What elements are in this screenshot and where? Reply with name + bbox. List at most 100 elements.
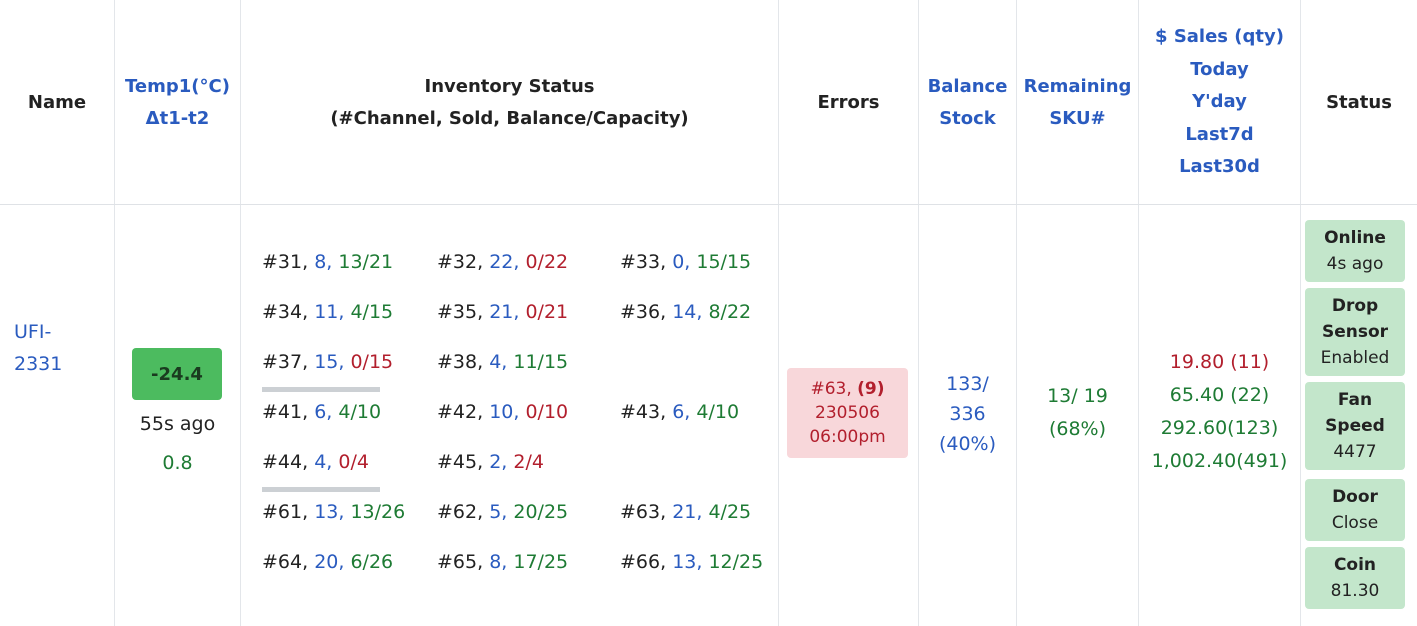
channel-entry: #38, 4, 11/15 bbox=[437, 351, 568, 373]
header-inventory: (#Channel, Sold, Balance/Capacity) bbox=[330, 107, 689, 129]
channel-entry: #45, 2, 2/4 bbox=[437, 451, 544, 473]
device-name[interactable]: UFI-2331 bbox=[14, 321, 63, 375]
channel-balance: 4/25 bbox=[708, 501, 752, 523]
channel-sold: 6, bbox=[314, 401, 333, 423]
channel-balance: 0/21 bbox=[525, 301, 569, 323]
header-cell[interactable]: Balance Stock bbox=[919, 0, 1016, 205]
channel-entry: #32, 22, 0/22 bbox=[437, 251, 568, 273]
sales-value: 65.40 (22) bbox=[1169, 384, 1270, 406]
divider bbox=[778, 0, 779, 626]
header-errors: Errors bbox=[817, 91, 880, 113]
channel-balance: 4/15 bbox=[350, 301, 394, 323]
header-remaining: Remaining bbox=[1023, 75, 1132, 97]
channel-entry: #62, 5, 20/25 bbox=[437, 501, 568, 523]
header-temp: Δt1-t2 bbox=[145, 107, 210, 129]
sales-value: 1,002.40(491) bbox=[1151, 450, 1288, 472]
status-badge: Coin 81.30 bbox=[1305, 547, 1405, 609]
channel-id: #38, bbox=[437, 351, 484, 373]
status-detail: Enabled bbox=[1320, 348, 1390, 368]
status-title: Door bbox=[1332, 487, 1378, 507]
status-badge: Drop Sensor Enabled bbox=[1305, 288, 1405, 376]
error-channel: #63, bbox=[810, 379, 852, 399]
channel-id: #35, bbox=[437, 301, 484, 323]
channel-sold: 11, bbox=[314, 301, 345, 323]
status-badge: Door Close bbox=[1305, 479, 1405, 541]
header-cell[interactable]: Temp1(°C) Δt1-t2 bbox=[115, 0, 240, 205]
divider bbox=[240, 0, 241, 626]
channel-balance: 20/25 bbox=[513, 501, 569, 523]
balance-cell: 133/ 336 (40%) bbox=[919, 368, 1016, 460]
channel-balance: 15/15 bbox=[696, 251, 752, 273]
divider bbox=[0, 204, 1417, 205]
channel-sold: 4, bbox=[314, 451, 333, 473]
header-status: Status bbox=[1326, 91, 1392, 113]
channel-id: #45, bbox=[437, 451, 484, 473]
channel-balance: 0/4 bbox=[338, 451, 369, 473]
channel-entry: #64, 20, 6/26 bbox=[262, 551, 393, 573]
sales-value: 19.80 (11) bbox=[1169, 351, 1270, 373]
channel-id: #44, bbox=[262, 451, 309, 473]
header-cell[interactable]: Errors bbox=[779, 0, 918, 205]
error-count: (9) bbox=[857, 379, 885, 399]
header-sales: Last7d bbox=[1185, 123, 1254, 145]
header-temp: Temp1(°C) bbox=[125, 75, 230, 97]
group-separator bbox=[262, 387, 380, 392]
remaining-cell: 13/ 19 (68%) bbox=[1017, 380, 1138, 446]
channel-entry: #66, 13, 12/25 bbox=[620, 551, 763, 573]
channel-balance: 0/15 bbox=[350, 351, 394, 373]
status-detail: 4s ago bbox=[1326, 254, 1384, 274]
channel-balance: 11/15 bbox=[513, 351, 569, 373]
error-line: #63, (9) bbox=[810, 377, 884, 401]
header-cell[interactable]: Status bbox=[1301, 0, 1417, 205]
channel-sold: 8, bbox=[489, 551, 508, 573]
channel-id: #63, bbox=[620, 501, 667, 523]
channel-sold: 6, bbox=[672, 401, 691, 423]
divider bbox=[1300, 0, 1301, 626]
status-badge: Online 4s ago bbox=[1305, 220, 1405, 282]
remaining-text: 13/ 19 bbox=[1047, 385, 1108, 407]
header-cell[interactable]: Remaining SKU# bbox=[1017, 0, 1138, 205]
channel-entry: #34, 11, 4/15 bbox=[262, 301, 393, 323]
group-separator bbox=[262, 487, 380, 492]
channel-balance: 0/22 bbox=[525, 251, 569, 273]
header-cell[interactable]: $ Sales (qty) Today Y'day Last7d Last30d bbox=[1139, 0, 1300, 205]
channel-sold: 10, bbox=[489, 401, 520, 423]
status-detail: Close bbox=[1331, 513, 1379, 533]
channel-id: #64, bbox=[262, 551, 309, 573]
channel-id: #31, bbox=[262, 251, 309, 273]
channel-id: #61, bbox=[262, 501, 309, 523]
divider bbox=[918, 0, 919, 626]
channel-id: #33, bbox=[620, 251, 667, 273]
header-balance: Balance bbox=[927, 75, 1008, 97]
status-title: Drop Sensor bbox=[1321, 296, 1389, 342]
balance-text: 133/ bbox=[946, 373, 989, 395]
channel-id: #34, bbox=[262, 301, 309, 323]
error-badge: #63, (9) 230506 06:00pm bbox=[787, 368, 908, 458]
channel-balance: 13/26 bbox=[350, 501, 406, 523]
header-inventory: Inventory Status bbox=[424, 75, 595, 97]
channel-entry: #41, 6, 4/10 bbox=[262, 401, 381, 423]
status-title: Coin bbox=[1333, 555, 1377, 575]
channel-sold: 5, bbox=[489, 501, 508, 523]
channel-entry: #33, 0, 15/15 bbox=[620, 251, 751, 273]
channel-balance: 6/26 bbox=[350, 551, 394, 573]
channel-entry: #65, 8, 17/25 bbox=[437, 551, 568, 573]
channel-balance: 4/10 bbox=[696, 401, 740, 423]
channel-sold: 13, bbox=[672, 551, 703, 573]
channel-id: #62, bbox=[437, 501, 484, 523]
channel-sold: 0, bbox=[672, 251, 691, 273]
status-detail: 4477 bbox=[1333, 442, 1377, 462]
channel-entry: #63, 21, 4/25 bbox=[620, 501, 751, 523]
channel-balance: 4/10 bbox=[338, 401, 382, 423]
channel-sold: 15, bbox=[314, 351, 345, 373]
error-time: 06:00pm bbox=[809, 427, 886, 447]
header-name: Name bbox=[27, 91, 87, 113]
status-title: Online bbox=[1324, 228, 1386, 248]
channel-sold: 21, bbox=[672, 501, 703, 523]
header-cell[interactable]: Inventory Status (#Channel, Sold, Balance… bbox=[241, 0, 778, 205]
header-balance: Stock bbox=[939, 107, 996, 129]
channel-balance: 17/25 bbox=[513, 551, 569, 573]
header-sales: Y'day bbox=[1192, 91, 1247, 113]
channel-entry: #36, 14, 8/22 bbox=[620, 301, 751, 323]
header-cell[interactable]: Name bbox=[0, 0, 114, 205]
